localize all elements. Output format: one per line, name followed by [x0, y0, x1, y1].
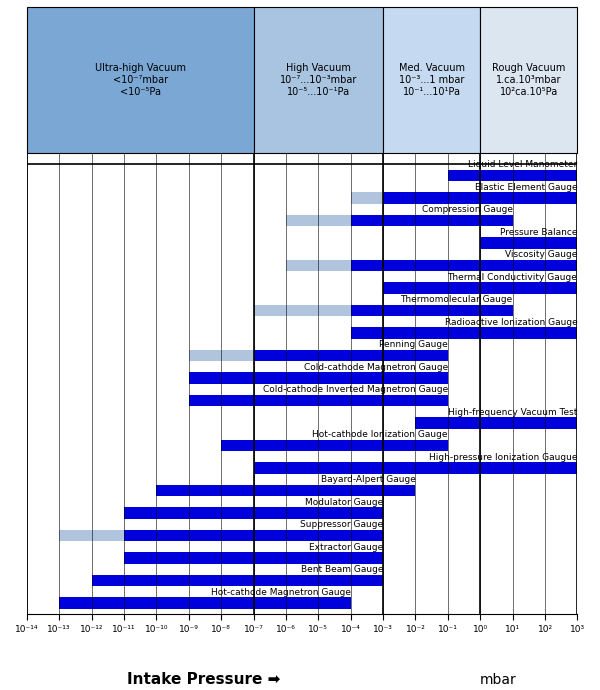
Bar [254, 462, 577, 473]
Bar [350, 305, 512, 316]
Text: High Vacuum
10⁻⁷...10⁻³mbar
10⁻⁵...10⁻¹Pa: High Vacuum 10⁻⁷...10⁻³mbar 10⁻⁵...10⁻¹P… [280, 63, 357, 97]
Text: Thermomolecular Gauge: Thermomolecular Gauge [400, 295, 512, 304]
Bar [350, 260, 577, 271]
Bar [189, 395, 448, 406]
Text: Suppressor Gauge: Suppressor Gauge [300, 520, 383, 529]
Bar [124, 530, 383, 541]
Bar [189, 373, 448, 384]
Text: Cold-cathode Inverted Magnetron Gauge: Cold-cathode Inverted Magnetron Gauge [263, 385, 448, 394]
Text: mbar: mbar [479, 673, 517, 687]
Bar [286, 215, 350, 226]
Text: Liquid Level Manometer: Liquid Level Manometer [468, 160, 577, 169]
Bar [254, 305, 350, 316]
Text: Hot-cathode Magnetron Gauge: Hot-cathode Magnetron Gauge [211, 588, 350, 597]
Text: Viscosity Gauge: Viscosity Gauge [505, 250, 577, 259]
Bar [189, 350, 254, 361]
Bar [350, 215, 512, 226]
Bar [512, 282, 545, 294]
Text: Hot-cathode Ionization Gauge: Hot-cathode Ionization Gauge [313, 430, 448, 439]
Text: High-pressure Ionization Gaugue: High-pressure Ionization Gaugue [429, 453, 577, 462]
Text: High-frequency Vacuum Test: High-frequency Vacuum Test [448, 408, 577, 417]
Text: Radioactive Ionization Gauge: Radioactive Ionization Gauge [445, 317, 577, 326]
Text: Pressure Balance: Pressure Balance [500, 228, 577, 237]
Bar [124, 552, 383, 564]
Text: Cold-cathode Magnetron Gauge: Cold-cathode Magnetron Gauge [304, 363, 448, 372]
Text: Ultra-high Vacuum
<10⁻⁷mbar
<10⁻⁵Pa: Ultra-high Vacuum <10⁻⁷mbar <10⁻⁵Pa [95, 63, 185, 97]
Bar [286, 260, 350, 271]
Text: Rough Vacuum
1.ca.10³mbar
10²ca.10⁵Pa: Rough Vacuum 1.ca.10³mbar 10²ca.10⁵Pa [492, 63, 566, 97]
Bar [59, 598, 350, 609]
Bar [350, 327, 577, 339]
Bar [59, 530, 124, 541]
Bar [415, 417, 577, 428]
Text: Elastic Element Gauge: Elastic Element Gauge [475, 183, 577, 192]
Bar [383, 282, 577, 294]
Bar [221, 440, 448, 451]
Text: Med. Vacuum
10⁻³...1 mbar
10⁻¹...10¹Pa: Med. Vacuum 10⁻³...1 mbar 10⁻¹...10¹Pa [398, 63, 464, 97]
Text: Bayard-Alpert Gauge: Bayard-Alpert Gauge [320, 475, 415, 484]
Bar [350, 193, 383, 204]
Text: Intake Pressure ➡: Intake Pressure ➡ [127, 671, 281, 687]
Bar [480, 237, 577, 248]
Bar [254, 350, 448, 361]
Bar [383, 193, 577, 204]
Bar [124, 507, 383, 519]
Text: Thermal Conductivity Gauge: Thermal Conductivity Gauge [448, 273, 577, 282]
Bar [448, 170, 577, 181]
Text: Extractor Gauge: Extractor Gauge [309, 542, 383, 551]
Text: Bent Beam Gauge: Bent Beam Gauge [301, 565, 383, 574]
Bar [92, 575, 383, 586]
Text: Compression Gauge: Compression Gauge [422, 205, 512, 214]
Text: Modulator Gauge: Modulator Gauge [305, 497, 383, 506]
Bar [157, 485, 415, 496]
Text: Penning Gauge: Penning Gauge [379, 340, 448, 349]
